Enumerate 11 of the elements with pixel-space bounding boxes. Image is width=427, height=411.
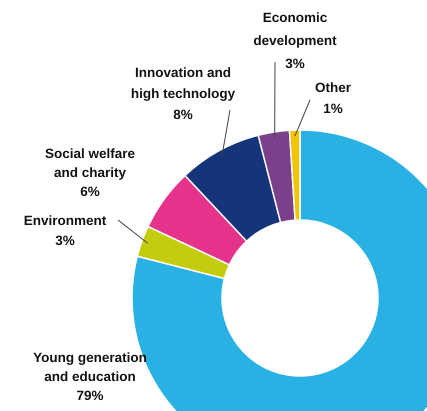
slice-label: Innovation and high technology [130,65,236,101]
data-label: 1% [323,101,343,116]
slice-label: Other [314,80,352,95]
slice-label: Social welfare and charity [44,146,136,180]
slice-label: Environment [24,213,107,228]
data-label: 3% [55,233,75,248]
data-label: 6% [80,184,100,199]
data-label: 8% [173,107,193,122]
data-label: 79% [76,388,104,403]
slice-label: Economic development [253,10,338,48]
data-label: 3% [285,56,305,71]
